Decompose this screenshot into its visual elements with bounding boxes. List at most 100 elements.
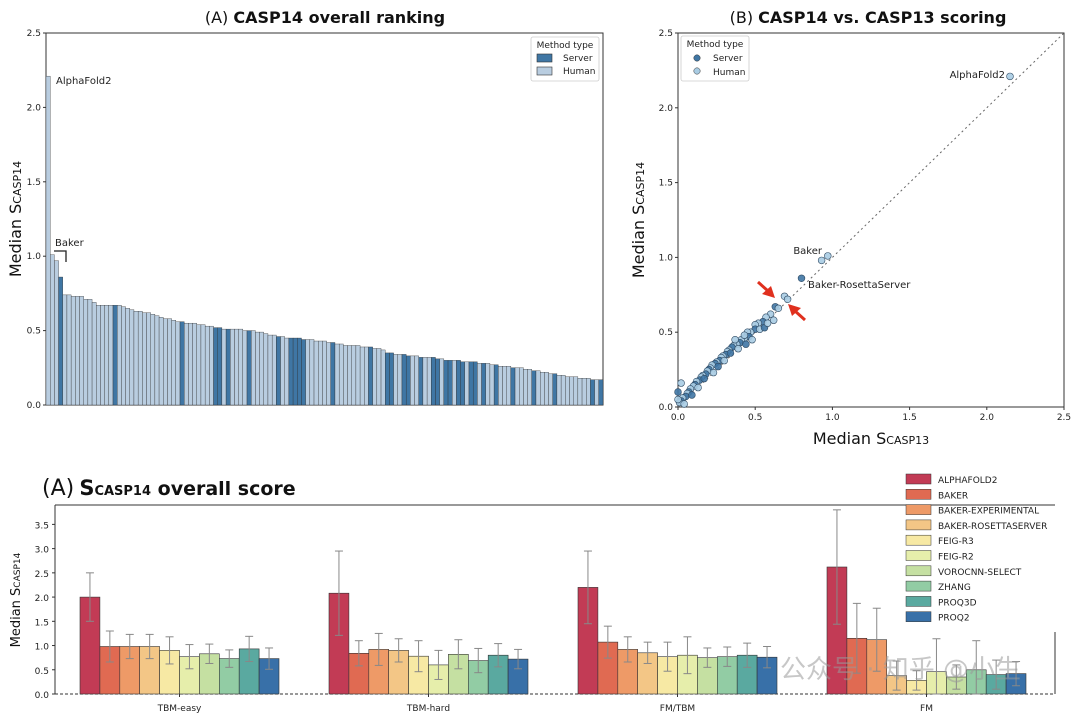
x-tick-label: 1.5	[902, 413, 916, 423]
ranking-bar	[426, 357, 432, 406]
ranking-bar	[540, 372, 545, 406]
ranking-bar	[242, 330, 248, 406]
y-tick-label: 0.5	[27, 327, 41, 337]
ranking-bar	[489, 364, 495, 406]
x-tick-label: 0.0	[671, 413, 686, 423]
legend-swatch	[905, 473, 932, 485]
panel-b-frame	[677, 32, 1065, 408]
ranking-bar	[213, 327, 218, 406]
y-tick-label: 1.5	[27, 178, 41, 188]
ranking-bar	[154, 315, 160, 406]
ranking-bar	[137, 311, 143, 406]
x-category-label: FM	[920, 704, 933, 714]
ranking-bar	[158, 317, 164, 406]
scatter-point	[742, 340, 750, 348]
y-tick-label: 0.5	[35, 667, 49, 677]
ranking-bar	[368, 346, 373, 406]
scatter-point	[726, 349, 735, 357]
ranking-bar	[184, 322, 189, 406]
ranking-bar	[188, 322, 193, 406]
legend-swatch	[905, 596, 932, 607]
ranking-bar	[439, 358, 445, 406]
scatter-point-labeled	[797, 274, 806, 282]
ranking-bar	[309, 339, 315, 406]
ranking-bar	[560, 375, 566, 406]
ranking-bar	[267, 334, 273, 406]
ranking-bar	[456, 360, 461, 406]
legend-label: FEIG-R3	[938, 537, 974, 547]
ranking-bar	[372, 348, 378, 406]
ranking-bar	[364, 346, 369, 406]
ranking-bar	[389, 352, 394, 406]
ranking-bar	[263, 333, 269, 406]
panel-c-bars	[79, 509, 1027, 695]
scatter-point	[694, 383, 702, 392]
ranking-bar	[359, 346, 365, 406]
ranking-bar	[142, 312, 147, 406]
ranking-bar	[506, 366, 512, 406]
panel-a-y-label: Median SCASP14	[6, 161, 25, 277]
legend-label: BAKER-EXPERIMENTAL	[938, 507, 1039, 517]
ranking-bar	[192, 322, 197, 406]
ranking-bar	[552, 373, 558, 406]
legend-swatch	[905, 504, 932, 515]
scatter-point	[748, 336, 756, 344]
ranking-bar	[150, 314, 156, 406]
x-tick-label: 2.5	[1057, 413, 1071, 423]
y-tick-label: 2.5	[659, 29, 673, 39]
ranking-bar	[83, 299, 89, 406]
panel-b-x-label: Median SCASP13	[813, 429, 929, 448]
scatter-point	[680, 400, 688, 408]
scatter-point-labeled	[1006, 72, 1014, 81]
ranking-bar	[230, 328, 235, 406]
ranking-bar	[514, 367, 520, 406]
ranking-bar	[108, 305, 114, 406]
y-tick-label: 1.0	[27, 252, 42, 262]
ranking-bar	[598, 379, 604, 406]
ranking-bar	[544, 372, 549, 406]
ranking-bar	[401, 354, 407, 406]
legend-swatch	[905, 565, 932, 577]
ranking-bar	[397, 354, 403, 406]
legend-swatch-server	[536, 53, 553, 63]
ranking-bar	[79, 296, 84, 406]
ranking-bar	[121, 306, 126, 406]
ranking-bar	[163, 318, 168, 406]
ranking-bar	[70, 296, 76, 406]
ranking-bar	[62, 294, 68, 406]
legend-label-human: Human	[563, 67, 595, 77]
ranking-bar	[292, 337, 298, 406]
ranking-bar	[498, 366, 503, 406]
legend-marker-human	[693, 67, 701, 75]
panel-casp14-vs-casp13: (B) CASP14 vs. CASP13 scoring 0.00.00.50…	[629, 8, 1071, 448]
ranking-bar	[351, 345, 357, 406]
ranking-bar	[246, 330, 252, 406]
ranking-bar	[284, 337, 290, 406]
y-tick-label: 3.5	[35, 521, 49, 531]
ranking-bar	[464, 361, 470, 406]
ranking-bar	[280, 336, 285, 406]
ranking-bar	[171, 320, 177, 406]
y-tick-label: 0.5	[659, 328, 673, 338]
ranking-bar	[112, 305, 118, 406]
y-tick-label: 2.0	[659, 104, 674, 114]
y-tick-label: 0.0	[27, 401, 42, 411]
y-tick-label: 1.0	[35, 643, 50, 653]
scatter-point	[731, 336, 739, 344]
ranking-bar	[209, 325, 214, 406]
legend-label: VOROCNN-SELECT	[938, 568, 1022, 578]
ranking-bar	[523, 369, 528, 406]
panel-c-legend: ALPHAFOLD2 BAKER BAKER-EXPERIMENTAL BAKER-R…	[905, 473, 1047, 624]
panel-c-y-ticks: 0.0 0.5 1.0 1.5 2.0 2.5 3.0 3.5	[35, 521, 55, 701]
panel-a-bars	[45, 75, 604, 406]
ranking-bar	[87, 299, 93, 406]
scatter-point	[688, 391, 696, 399]
panel-a-y-ticks: 0.0 0.5 1.0 1.5 2.0 2.5	[27, 29, 46, 411]
legend-label: BAKER	[938, 491, 968, 501]
y-tick-label: 1.5	[659, 179, 673, 189]
y-tick-label: 2.0	[35, 594, 50, 604]
legend-swatch	[905, 489, 932, 500]
red-arrow-lower	[788, 304, 807, 322]
ranking-bar	[380, 349, 386, 406]
